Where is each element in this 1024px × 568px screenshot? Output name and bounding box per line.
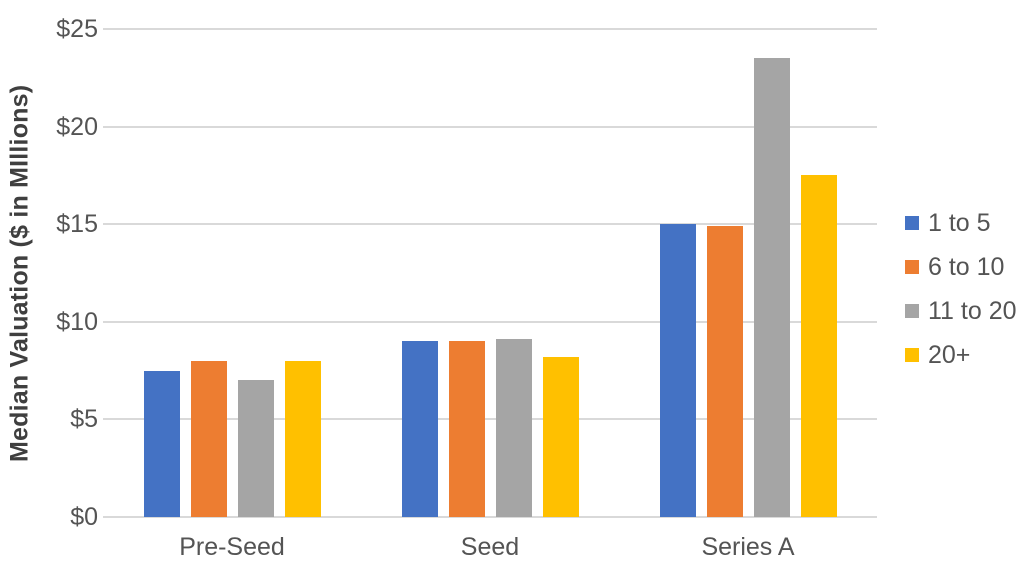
legend-swatch-icon	[905, 304, 919, 318]
bar-Pre-Seed-20+	[284, 361, 321, 517]
y-tick-label-$20: $20	[56, 112, 98, 141]
bar-Pre-Seed-11 to 20	[237, 380, 274, 517]
legend-label: 6 to 10	[928, 252, 1005, 281]
legend-swatch-icon	[905, 260, 919, 274]
legend-label: 20+	[928, 340, 971, 369]
gridline-$0	[103, 516, 877, 518]
bar-Seed-6 to 10	[448, 341, 485, 517]
bar-Seed-20+	[542, 357, 579, 517]
gridline-$25	[103, 28, 877, 30]
gridline-$5	[103, 418, 877, 421]
legend-item-1 to 5: 1 to 5	[905, 209, 1017, 237]
bar-group-Seed	[401, 339, 579, 517]
gridline-$15	[103, 223, 877, 226]
bar-Series A-11 to 20	[753, 58, 790, 517]
legend-label: 11 to 20	[928, 296, 1017, 325]
plot-area	[103, 28, 877, 518]
gridline-$20	[103, 125, 877, 128]
y-axis-title: Median Valuation ($ in MIllions)	[5, 84, 34, 462]
x-axis-label-Series A: Series A	[701, 533, 795, 561]
bar-Series A-1 to 5	[659, 224, 696, 517]
gridline-$10	[103, 320, 877, 323]
bar-Seed-1 to 5	[401, 341, 438, 517]
bar-Pre-Seed-6 to 10	[190, 361, 227, 517]
legend-label: 1 to 5	[928, 208, 991, 237]
bar-Seed-11 to 20	[495, 339, 532, 517]
legend-item-11 to 20: 11 to 20	[905, 297, 1017, 325]
bar-Pre-Seed-1 to 5	[143, 371, 180, 517]
y-tick-label-$5: $5	[70, 405, 98, 434]
x-axis-label-Seed: Seed	[460, 533, 520, 561]
legend-item-6 to 10: 6 to 10	[905, 253, 1017, 281]
bar-group-Pre-Seed	[143, 361, 321, 517]
legend-item-20+: 20+	[905, 341, 1017, 369]
bar-Series A-6 to 10	[706, 226, 743, 517]
y-tick-label-$25: $25	[56, 15, 98, 43]
legend: 1 to 5 6 to 10 11 to 20 20+	[905, 209, 1017, 369]
bar-Series A-20+	[800, 175, 837, 517]
bar-group-Series A	[659, 58, 837, 517]
y-tick-label-$15: $15	[56, 210, 98, 239]
y-tick-label-$0: $0	[70, 503, 98, 531]
x-axis-label-Pre-Seed: Pre-Seed	[179, 533, 285, 561]
legend-swatch-icon	[905, 216, 919, 230]
legend-swatch-icon	[905, 348, 919, 362]
y-tick-label-$10: $10	[56, 307, 98, 336]
